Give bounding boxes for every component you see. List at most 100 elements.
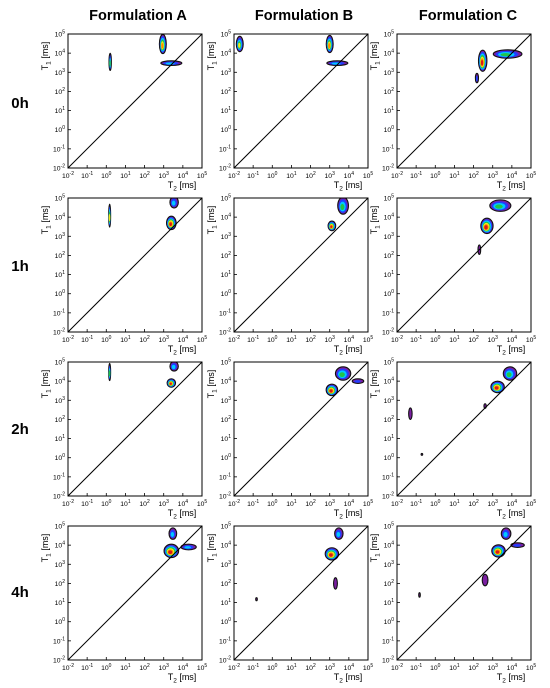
peak-3 — [168, 527, 178, 540]
distribution-contours — [477, 199, 512, 256]
x-tick-label: 100 — [430, 171, 441, 180]
x-axis-label: T2 [ms] — [168, 344, 197, 357]
x-tick-label: 10-1 — [247, 335, 259, 344]
y-tick-label: 105 — [221, 522, 232, 531]
x-tick-label: 102 — [468, 499, 479, 508]
diagonal-line — [67, 361, 203, 497]
plot-frame — [396, 33, 532, 169]
peak-5 — [418, 592, 421, 598]
y-tick-label: 101 — [384, 270, 395, 279]
contour-level-7 — [169, 222, 172, 226]
x-tick-label: 100 — [267, 499, 278, 508]
contour-level-4 — [340, 203, 345, 211]
y-tick-label: 102 — [55, 87, 66, 96]
y-tick-label: 100 — [384, 125, 395, 134]
row-header-0h: 0h — [11, 95, 29, 112]
x-tick-label: 10-1 — [81, 171, 93, 180]
contour-level-3 — [184, 546, 192, 549]
y-tick-label: 104 — [55, 49, 66, 58]
x-tick-label: 10-2 — [228, 171, 240, 180]
x-tick-label: 103 — [159, 663, 170, 672]
y-axis-label: T1 [ms] — [369, 206, 382, 235]
x-tick-label: 103 — [325, 171, 336, 180]
y-tick-label: 102 — [384, 87, 395, 96]
x-axis-label: T2 [ms] — [334, 180, 363, 193]
y-tick-label: 10-2 — [382, 328, 394, 337]
y-axis-label: T1 [ms] — [206, 42, 219, 71]
column-header-a: Formulation A — [89, 8, 187, 24]
y-tick-label: 102 — [221, 87, 232, 96]
x-tick-label: 10-2 — [62, 335, 74, 344]
y-tick-label: 101 — [384, 598, 395, 607]
plot-frame — [67, 33, 203, 169]
x-tick-label: 102 — [139, 663, 150, 672]
peak-2 — [180, 543, 197, 551]
contour-level-1 — [408, 407, 413, 420]
x-tick-label: 102 — [139, 171, 150, 180]
diagonal-line — [233, 33, 369, 169]
panel-formulation-c-0h: 10-210-2 10-1 10-1 100 100 101 101 102 102 103 103… — [369, 30, 536, 193]
panel-formulation-a-2h: 10-210-2 10-1 10-1 100 100 101 101 102 102 103 103… — [40, 358, 207, 521]
contour-level-7 — [494, 386, 499, 390]
y-tick-label: 104 — [55, 377, 66, 386]
y-tick-label: 10-2 — [219, 328, 231, 337]
peak-4 — [408, 407, 413, 420]
contour-level-2 — [513, 544, 521, 547]
x-axis-label: T2 [ms] — [497, 672, 526, 685]
contour-level-4 — [108, 370, 111, 377]
diagonal-line — [67, 33, 203, 169]
x-tick-label: 104 — [344, 663, 355, 672]
y-tick-label: 10-2 — [219, 656, 231, 665]
peak-2 — [166, 378, 177, 388]
y-tick-label: 103 — [384, 560, 395, 569]
contour-level-2 — [475, 75, 478, 82]
panel-formulation-b-1h: 10-210-2 10-1 10-1 100 100 101 101 102 102 103 103… — [206, 194, 373, 357]
x-tick-label: 101 — [120, 499, 131, 508]
peak-5 — [420, 452, 424, 456]
x-tick-label: 104 — [507, 171, 518, 180]
x-tick-label: 10-1 — [81, 663, 93, 672]
contour-level-7 — [495, 550, 500, 554]
y-tick-label: 101 — [221, 106, 232, 115]
panel-formulation-a-0h: 10-210-2 10-1 10-1 100 100 101 101 102 102 103 103… — [40, 30, 207, 193]
y-tick-label: 100 — [221, 617, 232, 626]
y-tick-label: 10-1 — [219, 472, 231, 481]
peak-3 — [510, 542, 525, 548]
y-tick-label: 103 — [221, 560, 232, 569]
y-tick-label: 105 — [384, 194, 395, 203]
y-tick-label: 104 — [384, 49, 395, 58]
x-tick-label: 102 — [139, 499, 150, 508]
distribution-contours — [474, 49, 523, 84]
x-tick-label: 105 — [363, 499, 374, 508]
x-tick-label: 104 — [344, 335, 355, 344]
plot-frame — [233, 33, 369, 169]
y-tick-label: 105 — [384, 522, 395, 531]
y-tick-label: 10-2 — [53, 492, 65, 501]
peak-2 — [158, 34, 167, 55]
y-tick-label: 103 — [384, 396, 395, 405]
y-tick-label: 104 — [221, 541, 232, 550]
y-tick-label: 103 — [221, 396, 232, 405]
x-tick-label: 10-1 — [410, 171, 422, 180]
x-tick-label: 104 — [178, 663, 189, 672]
x-tick-label: 100 — [430, 663, 441, 672]
x-tick-label: 10-2 — [62, 171, 74, 180]
y-tick-label: 102 — [55, 251, 66, 260]
y-tick-label: 101 — [55, 106, 66, 115]
contour-level-1 — [255, 597, 258, 602]
x-tick-label: 102 — [305, 663, 316, 672]
contour-level-7 — [329, 553, 333, 557]
peak-2 — [489, 199, 512, 212]
y-axis-label: T1 [ms] — [40, 370, 53, 399]
contour-level-7 — [329, 389, 333, 393]
x-axis-label: T2 [ms] — [334, 508, 363, 521]
y-tick-label: 102 — [55, 415, 66, 424]
x-tick-label: 101 — [120, 335, 131, 344]
peak-1 — [491, 544, 506, 558]
x-tick-label: 101 — [449, 663, 460, 672]
x-axis-label: T2 [ms] — [497, 180, 526, 193]
y-tick-label: 103 — [384, 232, 395, 241]
x-tick-label: 10-2 — [228, 335, 240, 344]
x-tick-label: 103 — [488, 499, 499, 508]
contour-level-7 — [480, 59, 484, 66]
